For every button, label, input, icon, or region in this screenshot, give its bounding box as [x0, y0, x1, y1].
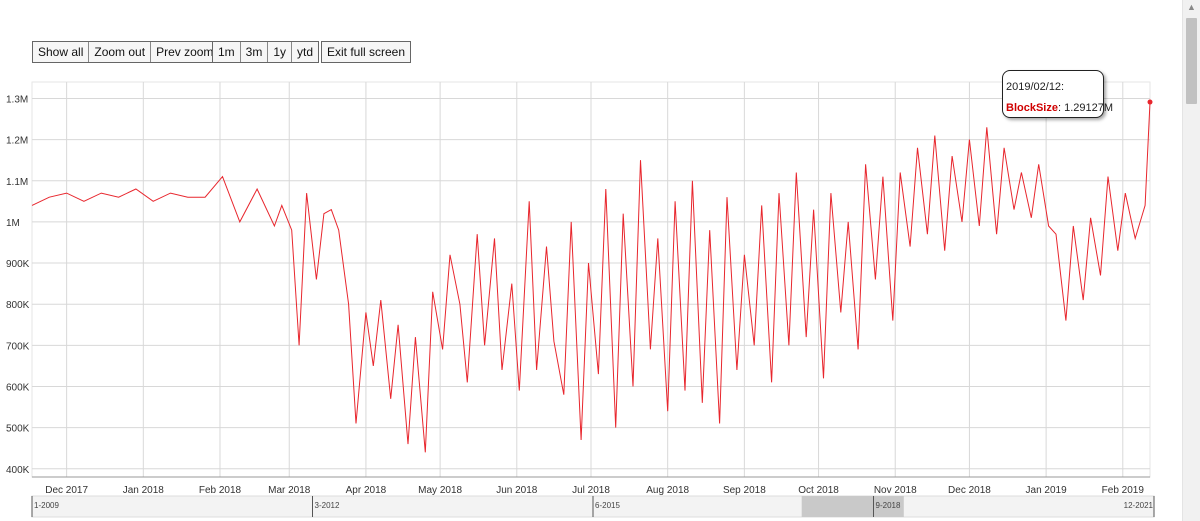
x-tick-label: Feb 2019	[1102, 485, 1145, 496]
x-tick-label: Feb 2018	[199, 485, 242, 496]
tooltip-series-name: BlockSize	[1006, 102, 1058, 114]
fullscreen-button-group: Exit full screen	[321, 41, 412, 63]
x-tick-label: Nov 2018	[874, 485, 917, 496]
navigator-tick-label: 9-2018	[876, 501, 901, 510]
range-3m-button[interactable]: 3m	[240, 42, 269, 62]
navigator-selection-band	[801, 496, 904, 517]
y-tick-label: 800K	[6, 300, 30, 311]
navigator-tick-label: 3-2012	[315, 501, 340, 510]
x-tick-label: Apr 2018	[346, 485, 387, 496]
tooltip-date: 2019/02/12:	[1006, 81, 1065, 93]
y-tick-label: 900K	[6, 259, 30, 270]
scroll-up-arrow-icon[interactable]: ▲	[1187, 2, 1196, 12]
show-all-button[interactable]: Show all	[33, 42, 90, 62]
x-tick-label: Jul 2018	[572, 485, 610, 496]
navigator[interactable]: 1-2009 3-2012 6-2015 9-2018 12-2021	[31, 495, 1155, 518]
x-tick-label: Jan 2019	[1026, 485, 1068, 496]
y-tick-label: 500K	[6, 424, 30, 435]
y-tick-label: 700K	[6, 341, 30, 352]
last-data-point[interactable]	[1147, 99, 1153, 105]
x-tick-label: Dec 2017	[45, 485, 88, 496]
y-tick-label: 1.2M	[6, 136, 28, 147]
range-ytd-button[interactable]: ytd	[292, 42, 319, 62]
y-tick-label: 1.1M	[6, 177, 28, 188]
range-1y-button[interactable]: 1y	[268, 42, 293, 62]
range-1m-button[interactable]: 1m	[213, 42, 241, 62]
x-tick-label: Jun 2018	[496, 485, 538, 496]
y-tick-label: 1.3M	[6, 94, 28, 105]
x-tick-label: Mar 2018	[268, 485, 311, 496]
exit-fullscreen-button[interactable]: Exit full screen	[322, 42, 411, 62]
x-tick-label: Oct 2018	[798, 485, 839, 496]
x-tick-label: Jan 2018	[123, 485, 165, 496]
scrollbar-thumb[interactable]	[1186, 18, 1197, 104]
chart-grid	[31, 81, 1151, 478]
tooltip-value-row: BlockSize: 1.29127M	[1006, 102, 1113, 114]
x-tick-label: May 2018	[418, 485, 462, 496]
tooltip-colon: :	[1057, 102, 1065, 114]
y-axis: 400K 500K 600K 700K 800K 900K 1M 1.1M 1.2M 1.3M	[6, 94, 30, 475]
x-axis: Dec 2017 Jan 2018 Feb 2018 Mar 2018 Apr 2018…	[32, 476, 1150, 496]
y-tick-label: 600K	[6, 382, 30, 393]
y-tick-label: 1M	[6, 218, 20, 229]
y-tick-label: 400K	[6, 465, 30, 476]
tooltip-value: 1.29127M	[1064, 102, 1114, 114]
blocksize-series-line	[31, 102, 1151, 453]
x-tick-label: Dec 2018	[948, 485, 991, 496]
navigator-tick-label: 1-2009	[34, 501, 59, 510]
zoom-button-group: Show all Zoom out Prev zoom	[32, 41, 220, 63]
range-button-group: 1m 3m 1y ytd	[212, 41, 320, 63]
x-tick-label: Sep 2018	[723, 485, 766, 496]
zoom-out-button[interactable]: Zoom out	[89, 42, 152, 62]
navigator-tick-label: 12-2021	[1124, 501, 1154, 510]
tooltip: 2019/02/12: BlockSize: 1.29127M	[1002, 70, 1113, 118]
vertical-scrollbar[interactable]: ▲	[1182, 0, 1200, 521]
prev-zoom-button[interactable]: Prev zoom	[151, 42, 219, 62]
x-tick-label: Aug 2018	[646, 485, 689, 496]
navigator-tick-label: 6-2015	[595, 501, 620, 510]
